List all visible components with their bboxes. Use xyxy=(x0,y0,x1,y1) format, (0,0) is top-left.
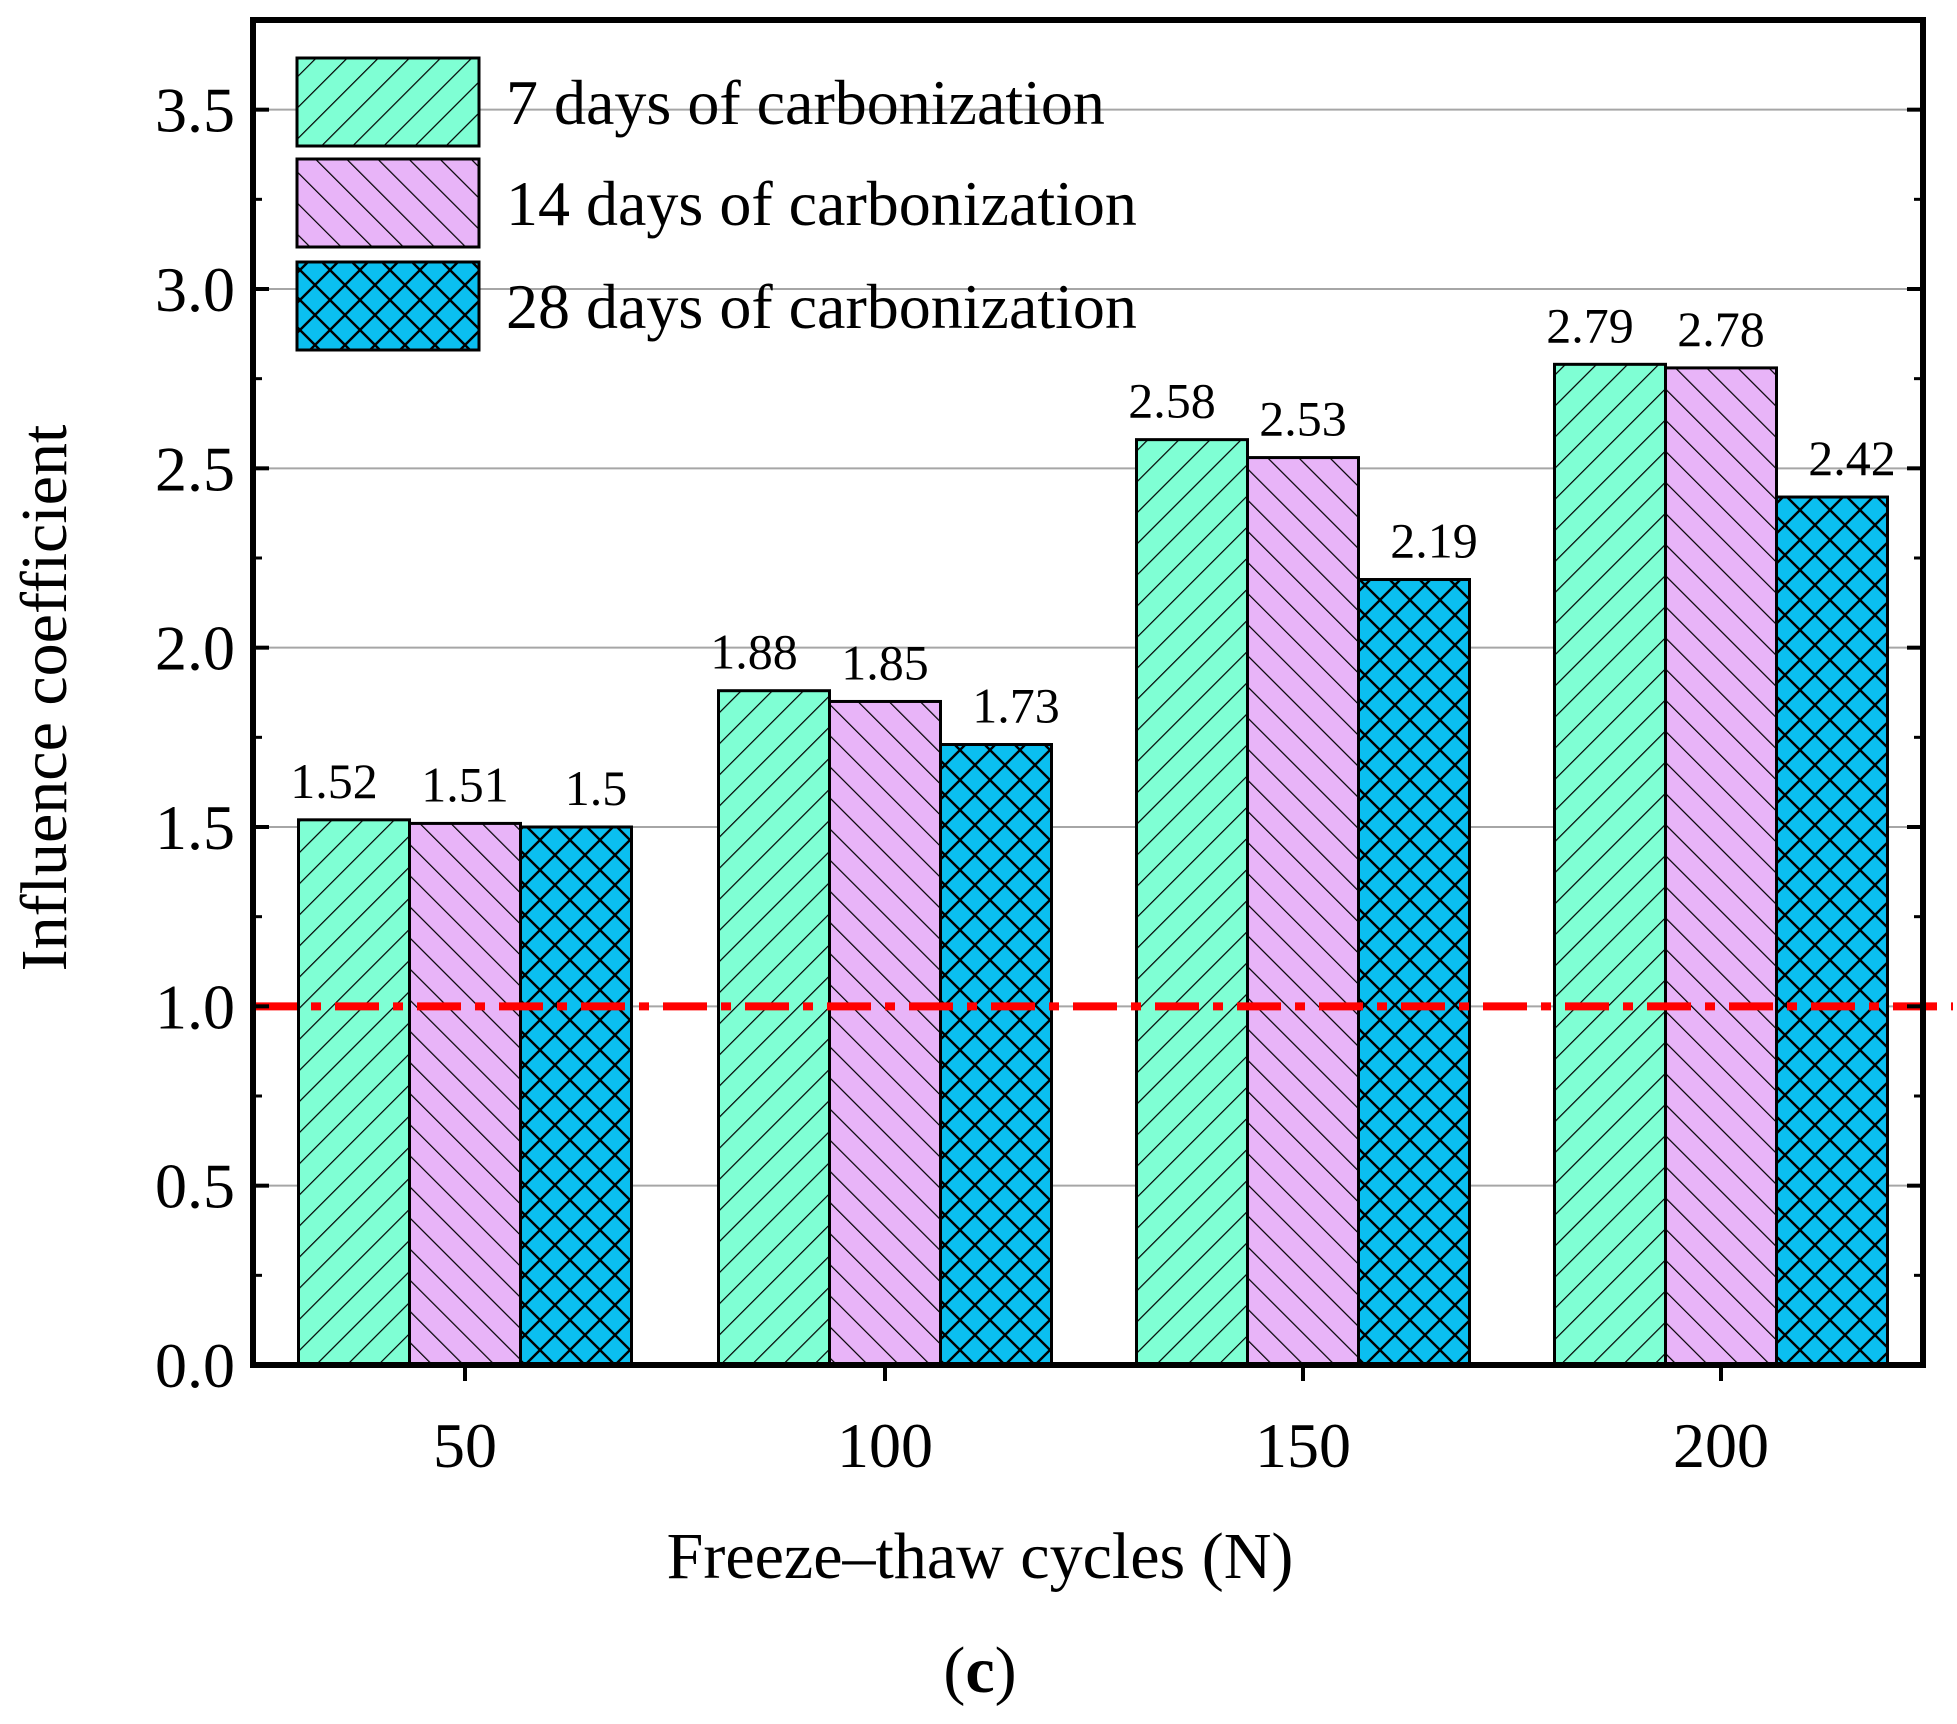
x-tick-label: 100 xyxy=(837,1410,933,1481)
data-label: 2.79 xyxy=(1546,297,1634,353)
x-axis: 50 100 150 200 xyxy=(433,1365,1769,1481)
bar xyxy=(1775,495,1889,1367)
y-tick-label: 3.0 xyxy=(155,254,235,325)
y-tick-label: 2.5 xyxy=(155,433,235,504)
bar-hatch xyxy=(408,821,522,1367)
bar xyxy=(1135,438,1249,1367)
data-label: 2.58 xyxy=(1128,373,1216,429)
bar xyxy=(939,743,1053,1367)
legend-label: 14 days of carbonization xyxy=(506,168,1137,239)
legend-swatch-hatch xyxy=(295,157,481,249)
panel-label-letter: c xyxy=(965,1634,994,1707)
data-label: 1.73 xyxy=(972,678,1060,734)
y-tick-label: 0.0 xyxy=(155,1330,235,1401)
bar-hatch xyxy=(297,818,411,1367)
bar xyxy=(717,689,831,1367)
bar-hatch xyxy=(1357,578,1471,1367)
bar xyxy=(1553,362,1667,1367)
data-label: 1.85 xyxy=(841,634,929,690)
bar xyxy=(519,825,633,1367)
plot-frame xyxy=(250,17,1926,1368)
y-tick-label: 3.5 xyxy=(155,75,235,146)
y-tick-label: 1.5 xyxy=(155,792,235,863)
x-axis-title: Freeze–thaw cycles (N) xyxy=(667,1520,1294,1593)
bar-hatch xyxy=(1135,438,1249,1367)
data-label: 1.51 xyxy=(421,756,509,812)
legend-label: 28 days of carbonization xyxy=(506,271,1137,342)
legend: 7 days of carbonization 14 days of carbon… xyxy=(295,56,1137,352)
bar xyxy=(408,821,522,1367)
data-label: 2.19 xyxy=(1390,513,1478,569)
x-tick-label: 200 xyxy=(1673,1410,1769,1481)
data-label: 2.42 xyxy=(1808,430,1896,486)
y-tick-label: 1.0 xyxy=(155,971,235,1042)
panel-label-open: ( xyxy=(943,1634,965,1707)
bar-hatch xyxy=(939,743,1053,1367)
legend-item: 14 days of carbonization xyxy=(295,157,1137,249)
panel-label: (c) xyxy=(943,1634,1016,1707)
data-labels: 1.52 1.88 2.58 2.79 1.51 1.85 2.53 2.78 1.5 1.73 2… xyxy=(290,297,1896,816)
bar-hatch xyxy=(717,689,831,1367)
bar xyxy=(1246,456,1360,1367)
data-label: 1.5 xyxy=(565,760,628,816)
bar xyxy=(297,818,411,1367)
x-tick-label: 50 xyxy=(433,1410,497,1481)
bar-hatch xyxy=(828,699,942,1367)
bar-hatch xyxy=(1664,366,1778,1367)
legend-item: 7 days of carbonization xyxy=(295,56,1105,148)
legend-swatch-hatch xyxy=(295,260,481,352)
y-tick-label: 0.5 xyxy=(155,1151,235,1222)
bar-hatch xyxy=(1246,456,1360,1367)
y-axis: 0.0 0.5 1.0 1.5 2.0 2.5 3.0 3.5 xyxy=(155,75,1923,1401)
bar-hatch xyxy=(1553,362,1667,1367)
legend-swatch-hatch xyxy=(295,56,481,148)
bar xyxy=(828,699,942,1367)
bar xyxy=(1664,366,1778,1367)
data-label: 2.53 xyxy=(1259,391,1347,447)
bar xyxy=(1357,578,1471,1367)
bar-hatch xyxy=(1775,495,1889,1367)
data-label: 1.52 xyxy=(290,753,378,809)
data-label: 1.88 xyxy=(710,624,798,680)
y-tick-label: 2.0 xyxy=(155,613,235,684)
x-tick-label: 150 xyxy=(1255,1410,1351,1481)
y-axis-title: Influence coefficient xyxy=(8,425,81,972)
data-label: 2.78 xyxy=(1677,301,1765,357)
legend-item: 28 days of carbonization xyxy=(295,260,1137,352)
bar-hatch xyxy=(519,825,633,1367)
bars xyxy=(297,362,1889,1367)
legend-label: 7 days of carbonization xyxy=(506,67,1105,138)
panel-label-close: ) xyxy=(995,1634,1017,1707)
